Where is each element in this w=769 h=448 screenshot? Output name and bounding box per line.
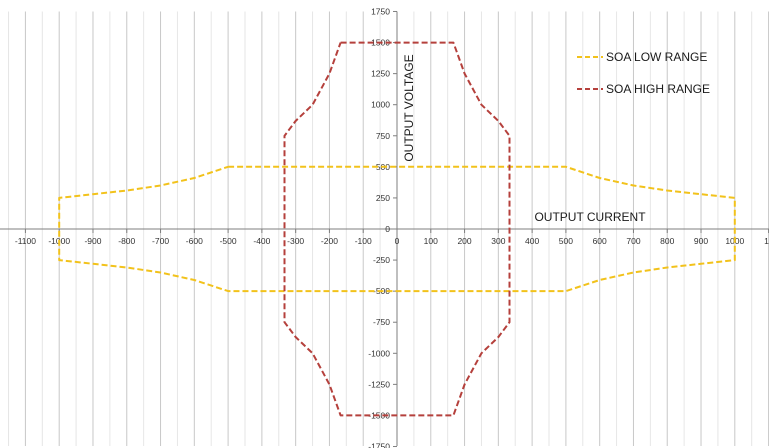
y-tick-label: -1250 bbox=[368, 379, 390, 389]
tick-labels: -1100 -1000 -900 -800 -700 -600 -500 -400 -300 -2… bbox=[15, 6, 769, 448]
y-tick-label: -250 bbox=[373, 255, 390, 265]
legend-label-low-range: SOA LOW RANGE bbox=[606, 50, 707, 64]
x-tick-label: 400 bbox=[525, 236, 539, 246]
x-tick-label: -900 bbox=[84, 236, 101, 246]
x-tick-label: 800 bbox=[660, 236, 674, 246]
y-tick-label: 250 bbox=[376, 193, 390, 203]
y-tick-label: 0 bbox=[385, 224, 390, 234]
x-tick-label: 0 bbox=[395, 236, 400, 246]
legend: SOA LOW RANGE SOA HIGH RANGE bbox=[577, 50, 710, 96]
x-tick-label: -400 bbox=[253, 236, 270, 246]
x-tick-label: -200 bbox=[321, 236, 338, 246]
series-lines bbox=[58, 41, 736, 417]
axes bbox=[0, 10, 769, 448]
y-tick-label: 1000 bbox=[371, 100, 390, 110]
x-tick-label: 600 bbox=[593, 236, 607, 246]
x-tick-label: -800 bbox=[118, 236, 135, 246]
x-tick-label: 100 bbox=[424, 236, 438, 246]
y-tick-label: 1750 bbox=[371, 6, 390, 16]
x-tick-label: -300 bbox=[287, 236, 304, 246]
x-tick-label: 200 bbox=[457, 236, 471, 246]
x-tick-label: -500 bbox=[220, 236, 237, 246]
x-tick-label: -100 bbox=[355, 236, 372, 246]
y-tick-label: -1750 bbox=[368, 442, 390, 448]
x-tick-label: 900 bbox=[694, 236, 708, 246]
x-tick-label: -600 bbox=[186, 236, 203, 246]
x-tick-label: 500 bbox=[559, 236, 573, 246]
series-soa-high-range bbox=[283, 41, 511, 417]
y-axis-title: OUTPUT VOLTAGE bbox=[402, 54, 416, 161]
x-tick-label: -700 bbox=[152, 236, 169, 246]
y-tick-label: 750 bbox=[376, 131, 390, 141]
x-axis-title: OUTPUT CURRENT bbox=[534, 210, 646, 224]
y-tick-label: 1250 bbox=[371, 69, 390, 79]
x-tick-label: 700 bbox=[626, 236, 640, 246]
x-tick-label: -1100 bbox=[15, 236, 36, 246]
y-tick-label: -1000 bbox=[368, 348, 390, 358]
y-tick-label: -750 bbox=[373, 317, 390, 327]
x-tick-label: 300 bbox=[491, 236, 505, 246]
x-tick-label: 11 bbox=[764, 236, 769, 246]
series-soa-low-range bbox=[58, 165, 736, 293]
legend-label-high-range: SOA HIGH RANGE bbox=[606, 82, 710, 96]
